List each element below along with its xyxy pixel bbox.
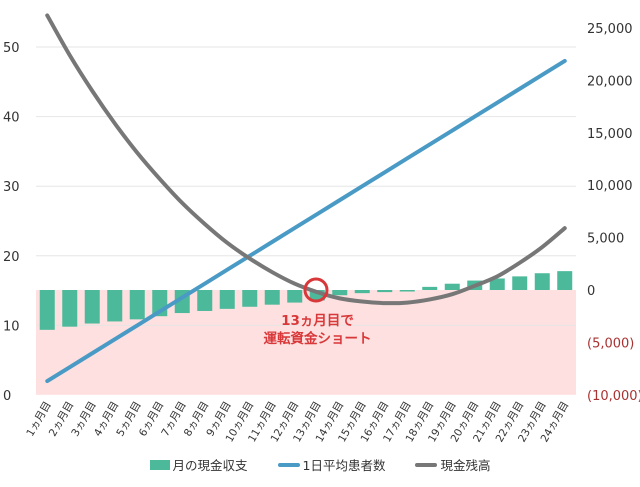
legend-item-cash-flow: 月の現金収支 <box>149 455 248 474</box>
svg-text:15,000: 15,000 <box>587 127 633 142</box>
svg-text:10: 10 <box>3 319 20 334</box>
combo-chart: 0 10 20 30 40 50 25,000 20,000 15,000 10,000 5,00… <box>3 13 640 445</box>
right-axis: 25,000 20,000 15,000 10,000 5,000 0 (5,000) (10… <box>587 22 640 404</box>
svg-text:10,000: 10,000 <box>587 179 633 194</box>
cash-flow-bar <box>84 290 100 324</box>
cash-balance-line <box>45 13 567 306</box>
line-swatch-icon <box>415 462 438 467</box>
svg-text:0: 0 <box>3 389 11 404</box>
cash-flow-bar <box>557 271 573 290</box>
bar-swatch-icon <box>149 459 170 470</box>
cash-flow-bar <box>512 276 528 290</box>
cash-flow-bar <box>332 290 348 296</box>
annotation-line-2: 運転資金ショート <box>263 331 372 347</box>
svg-text:(10,000): (10,000) <box>587 389 640 404</box>
cash-flow-bar <box>399 290 415 292</box>
annotation-line-1: 13ヵ月目で <box>281 313 354 329</box>
cash-flow-bar <box>489 278 505 290</box>
svg-text:(5,000): (5,000) <box>587 336 634 351</box>
cash-flow-bar <box>309 290 325 301</box>
svg-text:20: 20 <box>3 250 20 265</box>
legend-label: 1日平均患者数 <box>302 458 386 473</box>
cash-flow-bar <box>129 290 145 320</box>
cash-flow-bar <box>444 283 460 290</box>
cash-short-annotation: 13ヵ月目で 運転資金ショート <box>250 312 385 348</box>
cash-flow-bar <box>377 290 393 293</box>
left-axis: 0 10 20 30 40 50 <box>3 41 20 404</box>
cash-flow-bar <box>39 290 55 330</box>
negative-cash-region <box>36 290 576 395</box>
cash-flow-bar <box>264 290 280 305</box>
x-axis-labels: 1ヵ月目2ヵ月目3ヵ月目4ヵ月目5ヵ月目6ヵ月目7ヵ月目8ヵ月目9ヵ月目10ヵ月… <box>24 400 571 445</box>
legend-label: 現金残高 <box>440 458 491 473</box>
cash-flow-bar <box>219 290 235 309</box>
svg-text:0: 0 <box>587 284 595 299</box>
legend-label: 月の現金収支 <box>172 458 248 473</box>
cash-flow-bar <box>422 286 438 290</box>
svg-text:40: 40 <box>3 111 20 126</box>
svg-text:50: 50 <box>3 41 20 56</box>
cash-flow-bar <box>287 290 303 303</box>
cash-flow-bar <box>242 290 258 307</box>
cash-flow-bar <box>354 290 370 294</box>
cash-flow-bar <box>107 290 123 322</box>
cash-flow-bar <box>534 273 550 290</box>
svg-text:20,000: 20,000 <box>587 74 633 89</box>
patients-line <box>45 58 567 384</box>
legend-item-cash-balance: 現金残高 <box>415 455 491 474</box>
svg-text:5,000: 5,000 <box>587 232 624 247</box>
gridlines <box>36 46 576 326</box>
cash-flow-bar <box>62 290 78 327</box>
chart-legend: 月の現金収支 1日平均患者数 現金残高 <box>0 455 640 474</box>
cash-flow-bar <box>197 290 213 311</box>
line-swatch-icon <box>277 462 300 467</box>
legend-item-patients: 1日平均患者数 <box>277 455 386 474</box>
svg-text:25,000: 25,000 <box>587 22 633 37</box>
svg-text:30: 30 <box>3 180 20 195</box>
cash-short-marker-circle <box>303 277 329 303</box>
